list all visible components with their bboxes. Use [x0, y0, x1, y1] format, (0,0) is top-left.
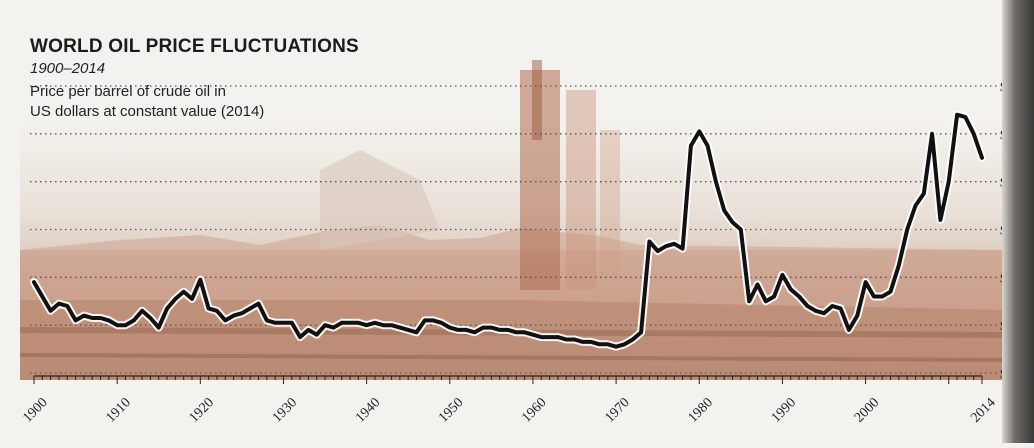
y-axis-label-line-1: Price per barrel of crude oil in	[30, 82, 330, 102]
x-tick-label: 1930	[270, 395, 300, 425]
x-tick-label: 2000	[852, 395, 882, 425]
x-tick-label: 1900	[20, 395, 50, 425]
x-tick-label: 1950	[436, 395, 466, 425]
chart-subtitle: 1900–2014	[30, 60, 105, 77]
x-tick-labels: 1900 1910 1920 1930 1940 1950 1960 1970 1980 1990…	[20, 395, 998, 425]
y-axis-label: Price per barrel of crude oil in US doll…	[30, 82, 330, 122]
page-edge	[1002, 0, 1034, 443]
x-tick-label: 1940	[353, 395, 383, 425]
x-tick-label: 2014	[968, 395, 998, 425]
x-tick-label: 1910	[103, 395, 133, 425]
chart-title: WORLD OIL PRICE FLUCTUATIONS	[30, 36, 359, 58]
x-tick-label: 1920	[187, 395, 217, 425]
x-tick-label: 1990	[769, 395, 799, 425]
x-tick-label: 1960	[519, 395, 549, 425]
x-tick-label: 1980	[686, 395, 716, 425]
x-tick-label: 1970	[602, 395, 632, 425]
y-axis-label-line-2: US dollars at constant value (2014)	[30, 102, 330, 122]
